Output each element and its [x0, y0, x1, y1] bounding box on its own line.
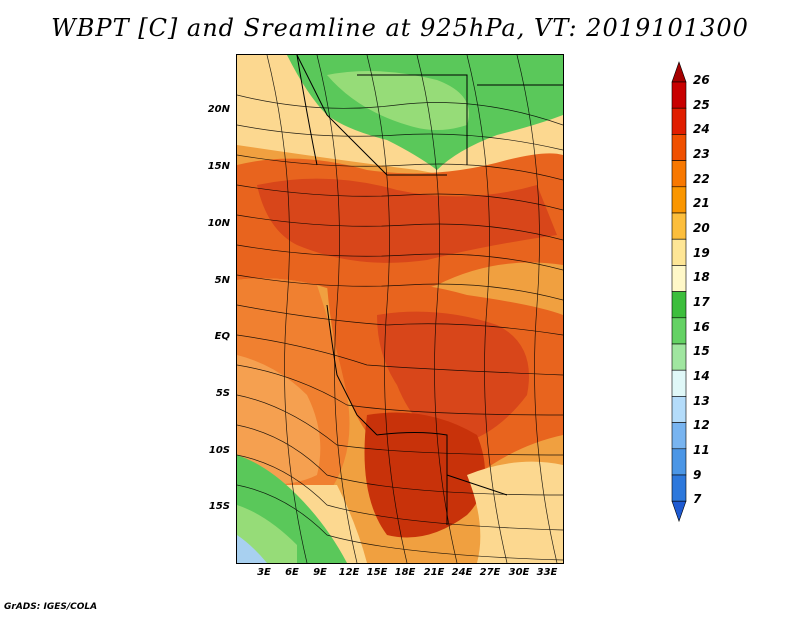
- legend-swatch: [671, 212, 687, 240]
- legend-swatch: [671, 317, 687, 345]
- legend-label: 15: [693, 344, 710, 359]
- legend-label: 13: [693, 393, 710, 408]
- legend-swatch: [671, 107, 687, 135]
- legend-label: 12: [693, 418, 710, 433]
- x-tick-30e: 30E: [508, 567, 530, 578]
- color-legend-bar: [671, 61, 687, 523]
- x-tick-9e: 9E: [313, 567, 327, 578]
- legend-swatch: [671, 448, 687, 476]
- legend-top-arrow: [671, 61, 687, 83]
- legend-swatch: [671, 238, 687, 266]
- y-tick-5s: 5S: [215, 388, 230, 399]
- map-panel: [236, 54, 564, 564]
- x-tick-27e: 27E: [479, 567, 501, 578]
- x-tick-6e: 6E: [285, 567, 299, 578]
- legend-label: 24: [693, 122, 710, 137]
- map-title: WBPT [C] and Sreamline at 925hPa, VT: 20…: [51, 14, 749, 42]
- legend-swatch: [671, 265, 687, 292]
- y-tick-eq: EQ: [214, 331, 230, 342]
- legend-swatch: [671, 396, 687, 423]
- y-tick-10n: 10N: [207, 218, 230, 229]
- legend-label: 16: [693, 319, 710, 334]
- y-tick-5n: 5N: [214, 275, 230, 286]
- legend-swatch: [671, 134, 687, 161]
- legend-label: 20: [693, 220, 710, 235]
- wbpt-field: [237, 55, 563, 563]
- legend-label: 26: [693, 73, 710, 87]
- legend-label: 11: [693, 442, 710, 457]
- y-tick-20n: 20N: [207, 104, 230, 115]
- legend-label: 21: [693, 196, 710, 211]
- legend-swatch: [671, 160, 687, 188]
- legend-swatch: [671, 291, 687, 319]
- legend-label: 7: [693, 492, 702, 507]
- legend-swatch: [671, 343, 687, 371]
- legend-label: 19: [693, 245, 710, 260]
- legend-swatch: [671, 81, 687, 109]
- legend-label: 23: [693, 146, 710, 161]
- x-tick-24e: 24E: [451, 567, 473, 578]
- legend-label: 22: [693, 171, 710, 186]
- legend-label: 9: [693, 467, 702, 482]
- legend-label: 17: [693, 294, 710, 309]
- x-tick-3e: 3E: [257, 567, 271, 578]
- x-tick-12e: 12E: [338, 567, 360, 578]
- legend-label: 18: [693, 270, 710, 285]
- y-tick-10s: 10S: [208, 445, 230, 456]
- x-tick-15e: 15E: [366, 567, 388, 578]
- y-tick-15n: 15N: [207, 161, 230, 172]
- x-tick-21e: 21E: [423, 567, 445, 578]
- legend-swatch: [671, 186, 687, 214]
- legend-label: 14: [693, 368, 710, 383]
- footer-credit: GrADS: IGES/COLA: [4, 602, 98, 612]
- legend-label: 25: [693, 97, 710, 112]
- legend-swatch: [671, 422, 687, 450]
- legend-bottom-arrow: [671, 500, 687, 523]
- legend-swatch: [671, 369, 687, 397]
- x-tick-33e: 33E: [536, 567, 558, 578]
- legend-swatch: [671, 474, 687, 502]
- y-tick-15s: 15S: [208, 501, 230, 512]
- x-tick-18e: 18E: [394, 567, 416, 578]
